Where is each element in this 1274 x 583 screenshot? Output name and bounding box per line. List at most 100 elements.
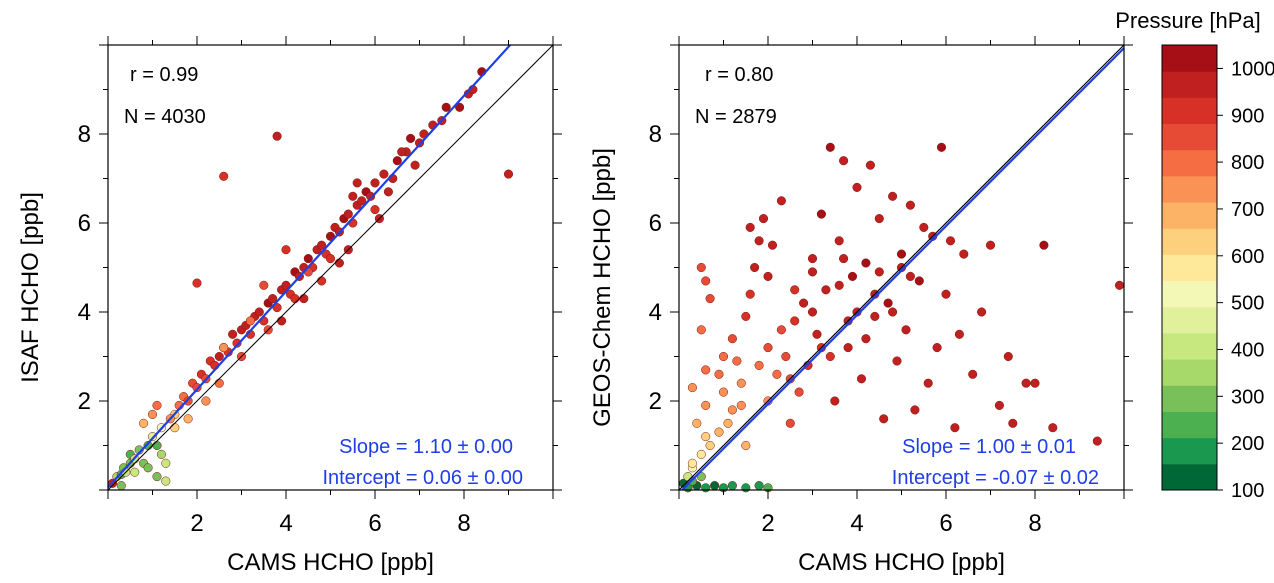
scatter-point: [710, 481, 720, 491]
scatter-point: [116, 481, 126, 491]
scatter-point: [959, 249, 969, 259]
scatter-point: [277, 316, 287, 326]
left-n-value: N = 4030: [124, 106, 206, 128]
left-fit-line: [107, 44, 511, 489]
scatter-point: [745, 289, 755, 299]
scatter-point: [968, 369, 978, 379]
scatter-point: [923, 378, 933, 388]
y-tick-label: 2: [78, 388, 91, 415]
scatter-point: [701, 483, 711, 493]
right-y-axis-label: GEOS-Chem HCHO [ppb]: [589, 148, 616, 427]
scatter-point: [161, 458, 171, 468]
scatter-point: [807, 254, 818, 264]
scatter-point: [825, 351, 835, 362]
scatter-point: [379, 169, 389, 179]
colorbar-tick-label: 800: [1231, 152, 1264, 174]
scatter-point: [847, 271, 858, 281]
scatter-point: [799, 298, 809, 308]
scatter-point: [727, 481, 737, 491]
colorbar-swatch: [1162, 437, 1217, 465]
scatter-point: [343, 209, 353, 219]
scatter-point: [214, 378, 224, 388]
colorbar-tick-label: 400: [1231, 339, 1264, 361]
y-tick-label: 8: [78, 121, 91, 148]
colorbar-swatch: [1162, 71, 1217, 98]
scatter-point: [692, 418, 702, 428]
scatter-point: [754, 360, 764, 370]
scatter-point: [397, 147, 407, 157]
scatter-point: [701, 432, 711, 442]
scatter-point: [865, 160, 875, 170]
scatter-point: [147, 409, 158, 419]
scatter-point: [455, 102, 465, 112]
left-slope-text: Slope = 1.10 ± 0.00: [339, 436, 513, 458]
scatter-point: [919, 222, 929, 232]
scatter-point: [741, 440, 751, 451]
right-r-value: r = 0.80: [705, 64, 773, 86]
scatter-point: [156, 449, 166, 459]
scatter-point: [856, 374, 867, 384]
scatter-point: [732, 356, 742, 366]
scatter-point: [183, 414, 193, 424]
colorbar-swatch: [1162, 202, 1217, 229]
scatter-point: [130, 467, 140, 477]
x-tick-label: 2: [761, 510, 774, 537]
scatter-point: [790, 285, 800, 295]
right-fit-line: [681, 47, 1125, 491]
scatter-point: [392, 156, 402, 166]
scatter-point: [745, 222, 755, 232]
scatter-point: [334, 258, 344, 268]
colorbar-tick-label: 300: [1231, 386, 1264, 408]
scatter-point: [683, 472, 693, 482]
scatter-point: [758, 214, 769, 224]
scatter-point: [767, 240, 778, 250]
y-tick-label: 6: [649, 210, 662, 237]
scatter-point: [807, 307, 818, 317]
scatter-point: [874, 214, 884, 224]
scatter-point: [892, 356, 902, 366]
colorbar-swatch: [1162, 254, 1217, 282]
left-one-to-one-line: [107, 44, 554, 491]
scatter-point: [701, 365, 711, 375]
colorbar-frame: [1161, 44, 1218, 491]
x-tick-label: 4: [279, 510, 292, 537]
scatter-point: [794, 387, 804, 397]
y-tick-label: 4: [78, 299, 91, 326]
left-y-axis-label: ISAF HCHO [ppb]: [17, 192, 44, 383]
y-tick-label: 4: [649, 299, 662, 326]
scatter-point: [816, 209, 826, 219]
scatter-point: [245, 316, 255, 326]
scatter-point: [723, 418, 733, 428]
scatter-point: [772, 369, 782, 379]
scatter-point: [259, 280, 269, 290]
right-n-value: N = 2879: [695, 106, 777, 128]
scatter-point: [932, 343, 942, 353]
colorbar-swatch: [1162, 228, 1217, 255]
scatter-point: [410, 160, 420, 170]
left-intercept-text: Intercept = 0.06 ± 0.00: [322, 467, 523, 489]
scatter-point: [219, 171, 229, 181]
x-tick-label: 6: [368, 510, 381, 537]
colorbar-swatch: [1162, 463, 1217, 491]
scatter-point: [879, 414, 889, 424]
scatter-point: [754, 236, 764, 246]
colorbar-swatch: [1162, 45, 1217, 72]
scatter-point: [945, 236, 956, 246]
scatter-point: [727, 405, 737, 415]
scatter-point: [352, 178, 362, 188]
scatter-point: [139, 418, 149, 428]
scatter-point: [785, 418, 795, 428]
scatter-point: [161, 476, 171, 486]
scatter-point: [370, 178, 380, 188]
scatter-point: [1048, 423, 1058, 433]
scatter-point: [834, 236, 844, 246]
scatter-point: [705, 294, 715, 304]
scatter-point: [290, 294, 300, 304]
scatter-point: [152, 440, 162, 451]
scatter-point: [143, 463, 153, 473]
scatter-point: [1008, 418, 1018, 428]
y-tick-label: 6: [78, 210, 91, 237]
scatter-point: [852, 182, 862, 192]
scatter-point: [736, 378, 746, 388]
x-tick-label: 4: [850, 510, 863, 537]
